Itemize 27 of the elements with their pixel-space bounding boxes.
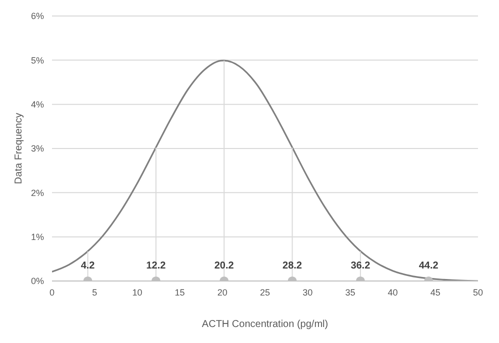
y-tick-label: 4% [30,100,44,110]
x-tick-label: 50 [472,287,484,298]
x-tick-label: 45 [430,287,440,298]
annotation: 44.2 [418,260,439,272]
y-tick-label: 0% [30,276,44,286]
y-tick-label: 2% [30,188,44,198]
annotation: 20.2 [214,260,234,272]
x-tick-label: 25 [260,287,270,298]
x-tick-label: 10 [132,287,142,298]
x-tick-label: 0 [49,287,55,298]
annotation: 4.2 [80,260,96,272]
annotation: 12.2 [146,260,166,272]
line-series [52,60,478,281]
x-tick-label: 30 [302,287,313,298]
x-tick-label: 15 [174,287,185,298]
annotation: 28.2 [282,260,302,272]
x-tick-label: 35 [345,287,356,298]
x-tick-label: 40 [388,287,398,298]
x-tick-label: 20 [217,287,228,298]
y-tick-label: 3% [30,144,44,154]
y-tick-label: 5% [30,55,44,66]
y-tick-label: 1% [30,232,44,242]
x-tick-label: 5 [92,287,98,298]
y-axis-title: Data Frequency [14,112,25,184]
y-tick-label: 6% [30,11,44,22]
x-axis-title: ACTH Concentration (pg/ml) [202,319,328,330]
annotation: 36.2 [350,260,371,272]
